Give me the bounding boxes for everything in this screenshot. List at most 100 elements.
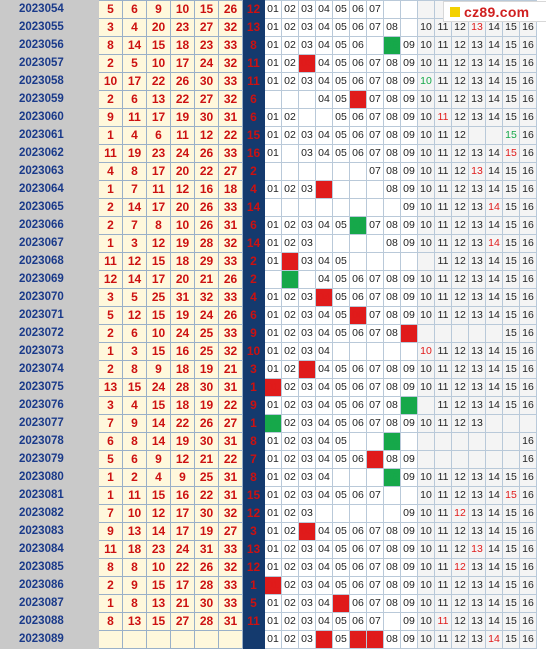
trend-number-cell: 06	[349, 360, 367, 379]
red-ball-value: 25	[194, 342, 219, 361]
hit-marker-red: 07	[366, 630, 384, 649]
trend-number-cell: 15	[502, 198, 520, 217]
draw-row: 2023082 7 10 12 17 30 32 12 01 02 03 09 10 11 12 13 14 15…	[0, 504, 537, 523]
trend-number-cell: 16	[519, 288, 537, 307]
hit-marker-red: 02	[281, 252, 299, 271]
hit-marker-green: 08	[383, 468, 401, 487]
trend-number-cell	[298, 108, 316, 127]
period-number: 2023054	[0, 0, 99, 19]
trend-number-cell: 09	[400, 90, 418, 109]
trend-number-cell: 11	[434, 306, 452, 325]
trend-number-cell	[417, 450, 435, 469]
trend-number-cell	[383, 0, 401, 19]
trend-number-cell: 14	[485, 378, 503, 397]
trend-number-cell: 09	[400, 198, 418, 217]
trend-number-cell: 15	[502, 540, 520, 559]
trend-number-cell: 12	[451, 630, 469, 649]
trend-number-cell: 02	[281, 216, 299, 235]
period-number: 2023062	[0, 144, 99, 163]
trend-number-cell: 10	[417, 378, 435, 397]
trend-number-cell: 12	[451, 378, 469, 397]
trend-number-cell: 14	[485, 36, 503, 55]
trend-number-cell: 12	[451, 468, 469, 487]
trend-number-cell: 12	[451, 342, 469, 361]
trend-number-cell: 12	[451, 72, 469, 91]
trend-number-cell: 09	[400, 360, 418, 379]
red-ball-value: 15	[194, 0, 219, 19]
red-ball-value: 23	[194, 36, 219, 55]
red-ball-value: 25	[146, 288, 171, 307]
trend-number-cell	[366, 468, 384, 487]
red-ball-value: 33	[218, 288, 243, 307]
red-ball-value: 24	[194, 54, 219, 73]
red-ball-value: 18	[170, 360, 195, 379]
trend-number-cell	[366, 504, 384, 523]
hit-marker-red: 15	[502, 486, 520, 505]
trend-number-cell	[281, 198, 299, 217]
red-ball-value: 30	[194, 72, 219, 91]
red-ball-value: 31	[194, 540, 219, 559]
period-number: 2023088	[0, 612, 99, 631]
trend-number-cell: 13	[468, 342, 486, 361]
trend-number-cell: 10	[417, 306, 435, 325]
trend-number-cell: 08	[383, 288, 401, 307]
blue-ball-value: 13	[242, 18, 265, 37]
trend-number-cell	[332, 162, 350, 181]
red-ball-value: 23	[146, 540, 171, 559]
period-number: 2023064	[0, 180, 99, 199]
red-ball-value: 13	[122, 522, 147, 541]
blue-ball-value: 9	[242, 396, 265, 415]
red-ball-value: 32	[218, 234, 243, 253]
trend-number-cell: 14	[485, 216, 503, 235]
trend-number-cell: 15	[502, 270, 520, 289]
period-number: 2023063	[0, 162, 99, 181]
draw-row: 2023079 5 6 9 12 21 22 7 01 02 03 04 05 06 07 08 09 16	[0, 450, 537, 469]
trend-number-cell: 04	[315, 0, 333, 19]
trend-number-cell: 15	[502, 360, 520, 379]
trend-number-cell: 08	[383, 576, 401, 595]
trend-number-cell	[400, 18, 418, 37]
trend-number-cell: 16	[519, 630, 537, 649]
trend-number-cell	[434, 432, 452, 451]
red-ball-value: 2	[98, 216, 123, 235]
hit-marker-green: 06	[349, 216, 367, 235]
trend-number-cell: 03	[298, 324, 316, 343]
trend-number-cell: 15	[502, 54, 520, 73]
trend-number-cell: 09	[400, 144, 418, 163]
red-ball-value: 28	[194, 234, 219, 253]
trend-number-cell: 08	[383, 324, 401, 343]
hit-marker-red: 07	[366, 450, 384, 469]
trend-number-cell: 07	[366, 522, 384, 541]
trend-number-cell	[315, 504, 333, 523]
trend-number-cell	[349, 468, 367, 487]
trend-number-cell	[332, 468, 350, 487]
red-ball-value: 7	[122, 216, 147, 235]
trend-number-cell: 11	[434, 630, 452, 649]
red-ball-value: 19	[170, 234, 195, 253]
trend-number-cell: 06	[349, 486, 367, 505]
trend-number-cell: 08	[383, 558, 401, 577]
trend-number-cell: 14	[485, 252, 503, 271]
trend-number-cell: 15	[502, 180, 520, 199]
blue-ball-value: 11	[242, 612, 265, 631]
trend-number-cell: 16	[519, 36, 537, 55]
blue-ball-value: 6	[242, 108, 265, 127]
period-number: 2023057	[0, 54, 99, 73]
trend-number-cell: 02	[281, 360, 299, 379]
trend-number-cell: 13	[468, 90, 486, 109]
blue-ball-value: 11	[242, 54, 265, 73]
hit-marker-red: 12	[451, 504, 469, 523]
red-ball-value: 6	[122, 450, 147, 469]
trend-number-cell: 03	[298, 414, 316, 433]
red-ball-value: 32	[218, 18, 243, 37]
trend-number-cell: 11	[434, 90, 452, 109]
trend-number-cell: 16	[519, 540, 537, 559]
period-number: 2023069	[0, 270, 99, 289]
trend-number-cell	[349, 198, 367, 217]
red-ball-value: 6	[98, 432, 123, 451]
trend-number-cell: 16	[519, 396, 537, 415]
trend-number-cell: 07	[366, 414, 384, 433]
period-number: 2023071	[0, 306, 99, 325]
red-ball-value: 9	[146, 360, 171, 379]
trend-number-cell	[383, 252, 401, 271]
